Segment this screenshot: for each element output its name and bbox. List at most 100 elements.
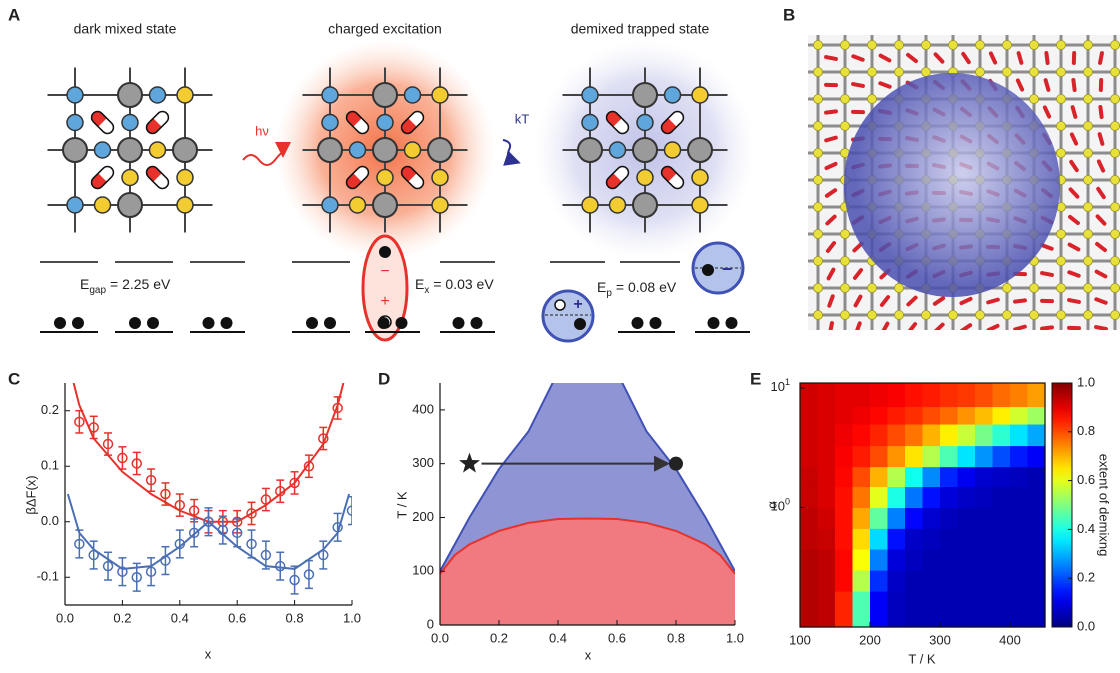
star-marker	[459, 453, 480, 473]
lead-ion	[633, 83, 657, 107]
atom	[1084, 230, 1093, 239]
panel-label: C	[8, 369, 20, 388]
heat-cell	[853, 549, 871, 571]
heat-cell	[993, 406, 1011, 424]
atom	[1003, 284, 1012, 293]
heat-cell	[905, 467, 923, 487]
lead-ion	[373, 138, 397, 162]
molecule	[1073, 80, 1074, 90]
atom	[1057, 68, 1066, 77]
atom	[1084, 203, 1093, 212]
molecule	[144, 109, 171, 136]
heat-cell	[923, 424, 941, 446]
heat-cell	[975, 406, 993, 424]
heat-cell	[940, 424, 958, 446]
atom	[814, 311, 823, 320]
panel-label: B	[783, 5, 795, 24]
heat-cell	[993, 383, 1011, 407]
heat-cell	[958, 467, 976, 487]
atom	[1057, 41, 1066, 50]
x-tick-label: 0.6	[608, 630, 626, 645]
heat-cell	[905, 528, 923, 549]
atom	[1003, 311, 1012, 320]
heat-cell	[958, 486, 976, 508]
y-tick-label: 0	[427, 616, 434, 631]
heat-cell	[975, 570, 993, 592]
heat-cell	[975, 467, 993, 487]
x-axis-label: T / K	[908, 651, 936, 666]
heat-cell	[1010, 591, 1028, 628]
energy-label: Ex= 0.03 eV	[415, 276, 494, 296]
heat-cell	[888, 486, 906, 508]
ion	[177, 170, 193, 186]
energy-text: = 0.03 eV	[433, 276, 494, 292]
heat-cell	[1010, 467, 1028, 487]
heat-cell	[975, 591, 993, 628]
electron	[396, 317, 408, 329]
tick-exponent: 1	[785, 377, 790, 387]
molecule	[1042, 273, 1052, 275]
heat-cell	[818, 570, 836, 592]
y-axis-label: T / K	[394, 491, 409, 519]
heat-cell	[905, 591, 923, 628]
atom	[1111, 122, 1120, 131]
heat-cell	[1010, 406, 1028, 424]
heat-cell	[870, 424, 888, 446]
atom	[1030, 68, 1039, 77]
state-title: charged excitation	[328, 21, 442, 37]
heat-cell	[853, 445, 871, 467]
atom	[814, 122, 823, 131]
heat-cell	[905, 445, 923, 467]
tick-base: 10	[771, 499, 785, 514]
atom	[1030, 311, 1039, 320]
y-tick-label: 100	[412, 563, 434, 578]
heat-cell	[835, 570, 853, 592]
atom	[868, 311, 877, 320]
heat-cell	[1028, 424, 1046, 446]
lead-ion	[118, 193, 142, 217]
heat-cell	[800, 445, 818, 467]
ion	[637, 170, 653, 186]
heat-cell	[853, 591, 871, 628]
heat-cell	[870, 507, 888, 528]
atom	[1057, 149, 1066, 158]
x-tick-label: 0.8	[286, 610, 304, 625]
heat-cell	[888, 424, 906, 446]
hole-polaron	[543, 291, 593, 341]
heat-cell	[818, 486, 836, 508]
x-tick-label: 0.2	[490, 630, 508, 645]
ion	[67, 197, 83, 213]
ion	[610, 197, 626, 213]
ion	[582, 87, 598, 103]
heat-cell	[870, 549, 888, 571]
ion	[432, 197, 448, 213]
heat-cell	[800, 591, 818, 628]
ion	[665, 87, 681, 103]
atom	[841, 68, 850, 77]
ion	[432, 170, 448, 186]
atom	[1084, 284, 1093, 293]
electron	[203, 317, 215, 329]
electron	[72, 317, 84, 329]
molecule	[89, 164, 116, 191]
heat-cell	[993, 591, 1011, 628]
heat-cell	[835, 424, 853, 446]
heat-cell	[940, 570, 958, 592]
lead-ion	[633, 138, 657, 162]
atom	[814, 176, 823, 185]
heat-cell	[905, 486, 923, 508]
ion	[610, 142, 626, 158]
atom	[1111, 257, 1120, 266]
energy-label: Ep= 0.08 eV	[597, 279, 677, 299]
molecule	[1019, 53, 1022, 63]
electron	[471, 317, 483, 329]
colorbar-tick-label: 1.0	[1077, 374, 1095, 389]
hole	[555, 300, 565, 310]
x-axis-label: x	[205, 646, 212, 661]
heat-cell	[1028, 570, 1046, 592]
ion	[95, 197, 111, 213]
molecule	[826, 111, 836, 112]
fit-curve	[74, 383, 344, 522]
heat-cell	[888, 570, 906, 592]
lead-ion	[428, 138, 452, 162]
